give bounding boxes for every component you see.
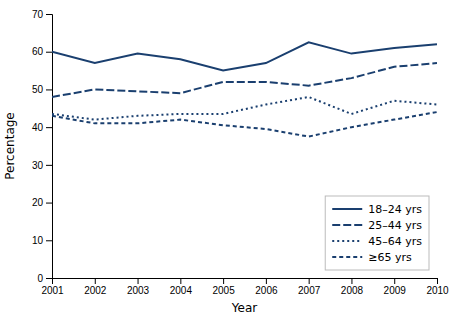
x-tick: 2006: [255, 278, 278, 296]
legend-item: 45–64 yrs: [332, 235, 422, 248]
x-tick: 2009: [384, 278, 407, 296]
legend-label: 25–44 yrs: [368, 219, 422, 232]
legend-frame: [325, 196, 429, 270]
y-tick-mark: [46, 203, 52, 204]
legend-label: 45–64 yrs: [368, 235, 422, 248]
y-axis: 0 10 20 30 40 50 60 70: [32, 9, 53, 284]
x-tick-label: 2004: [170, 285, 193, 296]
y-tick-mark: [46, 14, 52, 15]
y-tick-label: 40: [32, 122, 44, 133]
x-tick-mark: [180, 278, 181, 284]
y-axis-title: Percentage: [3, 112, 17, 180]
y-tick-label: 10: [32, 235, 44, 246]
legend-swatch: [332, 224, 362, 226]
y-tick-label: 0: [37, 273, 43, 284]
series-line: [52, 63, 437, 97]
y-tick-mark: [46, 240, 52, 241]
x-tick-label: 2010: [426, 285, 449, 296]
x-tick-mark: [266, 278, 267, 284]
x-tick-label: 2009: [384, 285, 407, 296]
series-line: [52, 97, 437, 120]
y-tick-label: 20: [32, 197, 44, 208]
legend-label: 18–24 yrs: [368, 203, 422, 216]
y-tick: 70: [32, 9, 52, 20]
y-tick-mark: [46, 127, 52, 128]
x-tick: 2004: [170, 278, 193, 296]
x-tick-label: 2002: [84, 285, 107, 296]
legend-item: ≥65 yrs: [332, 251, 412, 264]
x-tick-label: 2006: [255, 285, 278, 296]
x-axis: 2001 2002 2003 2004 2005 2006 2007 2008 2009 2010: [41, 278, 449, 296]
x-tick-label: 2003: [127, 285, 150, 296]
y-tick: 50: [32, 84, 52, 95]
x-tick-label: 2007: [298, 285, 321, 296]
x-tick-label: 2008: [341, 285, 364, 296]
y-tick-mark: [46, 278, 52, 279]
chart: 2001200220032004200520062007200820092010…: [0, 0, 459, 320]
y-tick: 40: [32, 122, 52, 133]
x-tick-mark: [351, 278, 352, 284]
x-tick-mark: [95, 278, 96, 284]
y-tick: 60: [32, 46, 52, 57]
y-tick: 30: [32, 160, 52, 171]
x-axis-line: [53, 279, 438, 285]
y-tick-label: 60: [32, 46, 44, 57]
legend-swatch: [332, 208, 362, 210]
y-tick-label: 70: [32, 9, 44, 20]
legend-swatch: [332, 256, 362, 258]
legend-swatch: [332, 240, 362, 242]
legend: 18–24 yrs 25–44 yrs 45–64 yrs ≥65 yrs: [325, 196, 429, 270]
y-tick-mark: [46, 89, 52, 90]
y-tick-mark: [46, 165, 52, 166]
x-tick-label: 2001: [41, 285, 64, 296]
series-line: [52, 42, 437, 70]
y-tick: 10: [32, 235, 52, 246]
x-tick: 2002: [84, 278, 107, 296]
x-tick-mark: [223, 278, 224, 284]
y-tick-label: 50: [32, 84, 44, 95]
x-axis-title: Year: [231, 301, 257, 315]
legend-items: 18–24 yrs 25–44 yrs 45–64 yrs ≥65 yrs: [332, 203, 422, 264]
x-tick: 2007: [298, 278, 321, 296]
x-tick-mark: [394, 278, 395, 284]
legend-item: 18–24 yrs: [332, 203, 422, 216]
x-tick: 2003: [127, 278, 150, 296]
x-tick: 2001: [41, 278, 64, 296]
y-tick: 20: [32, 197, 52, 208]
x-tick-mark: [437, 278, 438, 284]
x-tick: 2010: [426, 278, 449, 296]
x-tick-label: 2005: [212, 285, 235, 296]
x-tick-mark: [309, 278, 310, 284]
y-axis-line: [46, 15, 53, 279]
y-tick-label: 30: [32, 160, 44, 171]
legend-item: 25–44 yrs: [332, 219, 422, 232]
legend-label: ≥65 yrs: [368, 251, 412, 264]
plot: 2001200220032004200520062007200820092010…: [32, 9, 449, 296]
lines: [52, 42, 437, 136]
x-tick-mark: [138, 278, 139, 284]
x-tick: 2008: [341, 278, 364, 296]
series-line: [52, 112, 437, 137]
y-tick-mark: [46, 52, 52, 53]
x-tick: 2005: [212, 278, 235, 296]
y-tick: 0: [37, 273, 52, 284]
